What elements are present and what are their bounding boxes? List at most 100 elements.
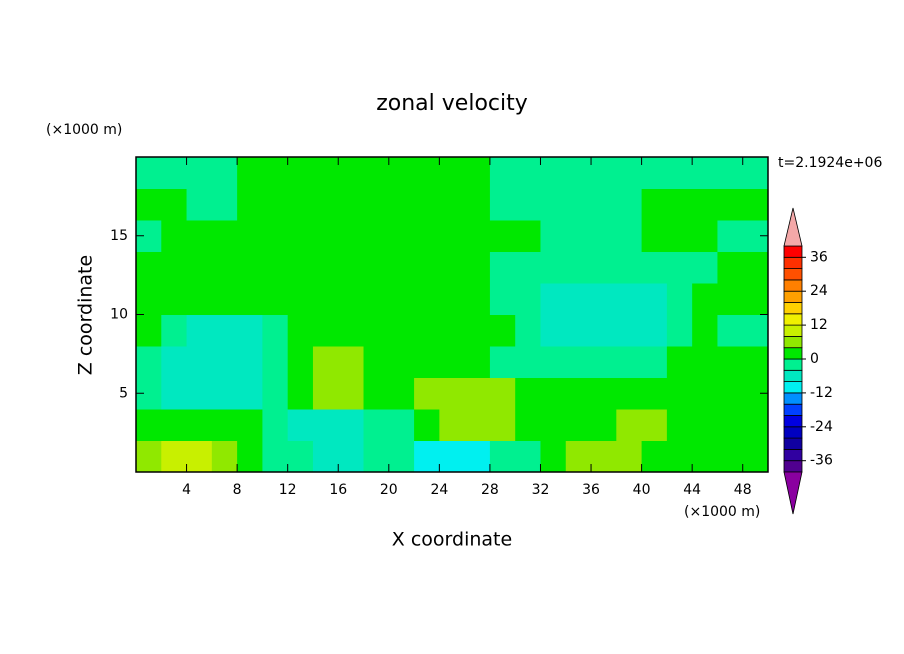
contour-cell: [692, 283, 718, 315]
contour-cell: [464, 157, 491, 189]
contour-cell: [717, 346, 744, 378]
contour-cell: [439, 409, 466, 441]
contour-cell: [692, 314, 718, 347]
colorbar-box: [783, 415, 803, 428]
contour-cell: [312, 346, 339, 378]
contour-cell: [414, 346, 440, 378]
contour-cell: [287, 220, 314, 252]
contour-cell: [312, 377, 339, 410]
contour-cell: [211, 409, 238, 441]
contour-cell: [312, 251, 339, 284]
contour-cell: [312, 220, 339, 252]
contour-cell: [565, 188, 592, 221]
x-tick-label: 32: [532, 482, 550, 498]
contour-cell: [363, 251, 390, 284]
contour-cell: [388, 346, 415, 378]
contour-cell: [591, 188, 617, 221]
contour-cell: [388, 377, 415, 410]
contour-cell: [742, 346, 769, 378]
y-unit-label: (×1000 m): [46, 122, 122, 138]
colorbar-tick-label: 12: [810, 317, 828, 333]
contour-cell: [742, 188, 769, 221]
contour-cell: [338, 440, 365, 473]
contour-cell: [742, 409, 769, 441]
contour-cell: [186, 188, 213, 221]
contour-cell: [312, 409, 339, 441]
contour-cell: [161, 188, 188, 221]
contour-cell: [515, 440, 541, 473]
contour-cell: [540, 377, 567, 410]
contour-cell: [287, 283, 314, 315]
contour-cell: [439, 346, 466, 378]
contour-cell: [186, 220, 213, 252]
contour-cell: [666, 251, 693, 284]
contour-cell: [363, 440, 390, 473]
contour-cell: [136, 314, 162, 347]
colorbar-box: [783, 347, 803, 360]
contour-cell: [287, 251, 314, 284]
colorbar-box: [783, 290, 803, 303]
contour-cell: [312, 283, 339, 315]
contour-cell: [363, 409, 390, 441]
contour-cell: [237, 346, 263, 378]
contour-cell: [591, 346, 617, 378]
contour-cell: [439, 440, 466, 473]
contour-cell: [388, 220, 415, 252]
contour-cell: [717, 440, 744, 473]
contour-cell: [338, 188, 365, 221]
contour-cell: [540, 157, 567, 189]
y-tick-label: 15: [110, 228, 128, 244]
contour-cell: [742, 283, 769, 315]
colorbar-tick-label: -12: [810, 385, 833, 401]
contour-cell: [717, 377, 744, 410]
contour-cell: [565, 251, 592, 284]
x-tick-label: 44: [683, 482, 701, 498]
contour-cell: [161, 283, 188, 315]
contour-cell: [211, 157, 238, 189]
x-tick-label: 4: [182, 482, 191, 498]
contour-cell: [211, 377, 238, 410]
contour-cell: [262, 251, 289, 284]
contour-cell: [540, 251, 567, 284]
contour-cell: [540, 346, 567, 378]
contour-cell: [414, 251, 440, 284]
contour-cell: [136, 440, 162, 473]
colorbar-box: [783, 392, 803, 405]
contour-cell: [717, 283, 744, 315]
colorbar-box: [783, 369, 803, 382]
contour-cell: [262, 188, 289, 221]
contour-cell: [211, 314, 238, 347]
contour-cell: [489, 346, 516, 378]
contour-cell: [616, 251, 643, 284]
contour-cell: [489, 440, 516, 473]
contour-cell: [161, 377, 188, 410]
contour-cell: [136, 346, 162, 378]
contour-cell: [666, 409, 693, 441]
contour-cell: [186, 314, 213, 347]
x-unit-label: (×1000 m): [684, 504, 760, 520]
contour-cell: [717, 314, 744, 347]
contour-cell: [388, 283, 415, 315]
contour-cell: [338, 251, 365, 284]
contour-cell: [692, 440, 718, 473]
colorbar-box: [783, 403, 803, 416]
contour-cell: [287, 157, 314, 189]
colorbar-box: [783, 358, 803, 371]
contour-cell: [515, 220, 541, 252]
contour-cell: [641, 377, 668, 410]
y-tick-label: 10: [110, 307, 128, 323]
contour-cell: [237, 251, 263, 284]
contour-cell: [464, 251, 491, 284]
contour-cell: [186, 251, 213, 284]
contour-cell: [439, 377, 466, 410]
contour-cell: [692, 157, 718, 189]
contour-cell: [565, 314, 592, 347]
contour-cell: [363, 314, 390, 347]
contour-cell: [338, 220, 365, 252]
contour-cell: [540, 188, 567, 221]
colorbar-box: [783, 448, 803, 462]
colorbar-box: [783, 324, 803, 337]
contour-cell: [312, 157, 339, 189]
contour-cell: [439, 188, 466, 221]
contour-cell: [414, 283, 440, 315]
